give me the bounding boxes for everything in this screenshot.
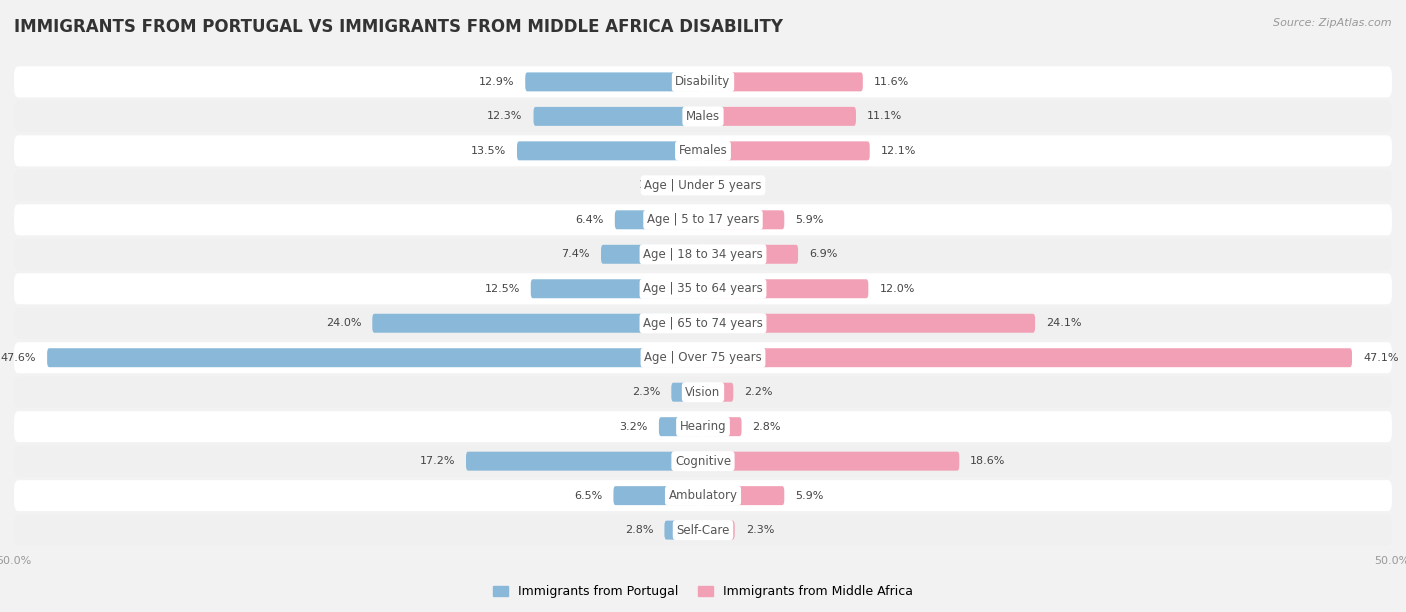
FancyBboxPatch shape — [703, 279, 869, 298]
FancyBboxPatch shape — [665, 521, 703, 540]
Text: Males: Males — [686, 110, 720, 123]
Text: Age | 18 to 34 years: Age | 18 to 34 years — [643, 248, 763, 261]
Text: 12.3%: 12.3% — [486, 111, 523, 121]
FancyBboxPatch shape — [14, 170, 1392, 201]
Text: 2.8%: 2.8% — [752, 422, 782, 431]
FancyBboxPatch shape — [14, 273, 1392, 304]
Text: 24.0%: 24.0% — [326, 318, 361, 328]
FancyBboxPatch shape — [14, 135, 1392, 166]
Legend: Immigrants from Portugal, Immigrants from Middle Africa: Immigrants from Portugal, Immigrants fro… — [488, 580, 918, 603]
Text: Age | Under 5 years: Age | Under 5 years — [644, 179, 762, 192]
FancyBboxPatch shape — [14, 376, 1392, 408]
FancyBboxPatch shape — [14, 446, 1392, 477]
FancyBboxPatch shape — [531, 279, 703, 298]
Text: 12.1%: 12.1% — [880, 146, 917, 156]
Text: Self-Care: Self-Care — [676, 524, 730, 537]
Text: Age | 5 to 17 years: Age | 5 to 17 years — [647, 214, 759, 226]
Text: 24.1%: 24.1% — [1046, 318, 1081, 328]
FancyBboxPatch shape — [517, 141, 703, 160]
Text: 12.0%: 12.0% — [879, 284, 915, 294]
Text: 3.2%: 3.2% — [620, 422, 648, 431]
FancyBboxPatch shape — [533, 107, 703, 126]
FancyBboxPatch shape — [373, 314, 703, 333]
FancyBboxPatch shape — [14, 204, 1392, 236]
Text: 18.6%: 18.6% — [970, 456, 1005, 466]
Text: Ambulatory: Ambulatory — [668, 489, 738, 502]
Text: Cognitive: Cognitive — [675, 455, 731, 468]
FancyBboxPatch shape — [14, 66, 1392, 97]
FancyBboxPatch shape — [14, 480, 1392, 511]
FancyBboxPatch shape — [678, 176, 703, 195]
Text: 2.3%: 2.3% — [631, 387, 661, 397]
FancyBboxPatch shape — [703, 72, 863, 91]
Text: 1.2%: 1.2% — [731, 181, 759, 190]
FancyBboxPatch shape — [703, 486, 785, 505]
Text: 5.9%: 5.9% — [796, 491, 824, 501]
FancyBboxPatch shape — [703, 141, 870, 160]
Text: 12.9%: 12.9% — [478, 77, 515, 87]
FancyBboxPatch shape — [703, 452, 959, 471]
FancyBboxPatch shape — [14, 308, 1392, 339]
Text: Age | 65 to 74 years: Age | 65 to 74 years — [643, 317, 763, 330]
Text: 7.4%: 7.4% — [561, 249, 591, 259]
FancyBboxPatch shape — [48, 348, 703, 367]
FancyBboxPatch shape — [703, 314, 1035, 333]
FancyBboxPatch shape — [526, 72, 703, 91]
Text: 47.1%: 47.1% — [1362, 353, 1399, 363]
Text: 1.8%: 1.8% — [638, 181, 668, 190]
FancyBboxPatch shape — [703, 245, 799, 264]
Text: Disability: Disability — [675, 75, 731, 88]
Text: 13.5%: 13.5% — [471, 146, 506, 156]
Text: 6.4%: 6.4% — [575, 215, 603, 225]
FancyBboxPatch shape — [703, 521, 735, 540]
Text: 6.5%: 6.5% — [574, 491, 602, 501]
Text: 11.1%: 11.1% — [868, 111, 903, 121]
Text: IMMIGRANTS FROM PORTUGAL VS IMMIGRANTS FROM MIDDLE AFRICA DISABILITY: IMMIGRANTS FROM PORTUGAL VS IMMIGRANTS F… — [14, 18, 783, 36]
Text: Hearing: Hearing — [679, 420, 727, 433]
FancyBboxPatch shape — [703, 176, 720, 195]
Text: 2.8%: 2.8% — [624, 525, 654, 535]
FancyBboxPatch shape — [14, 411, 1392, 442]
Text: 47.6%: 47.6% — [0, 353, 37, 363]
Text: 5.9%: 5.9% — [796, 215, 824, 225]
Text: Females: Females — [679, 144, 727, 157]
Text: 11.6%: 11.6% — [875, 77, 910, 87]
FancyBboxPatch shape — [614, 211, 703, 230]
FancyBboxPatch shape — [703, 417, 741, 436]
Text: 2.2%: 2.2% — [744, 387, 773, 397]
FancyBboxPatch shape — [465, 452, 703, 471]
Text: 6.9%: 6.9% — [808, 249, 838, 259]
FancyBboxPatch shape — [703, 348, 1353, 367]
Text: 17.2%: 17.2% — [419, 456, 456, 466]
Text: Vision: Vision — [685, 386, 721, 398]
FancyBboxPatch shape — [14, 101, 1392, 132]
FancyBboxPatch shape — [703, 382, 734, 401]
FancyBboxPatch shape — [659, 417, 703, 436]
Text: 12.5%: 12.5% — [484, 284, 520, 294]
Text: Age | 35 to 64 years: Age | 35 to 64 years — [643, 282, 763, 295]
FancyBboxPatch shape — [600, 245, 703, 264]
Text: Age | Over 75 years: Age | Over 75 years — [644, 351, 762, 364]
FancyBboxPatch shape — [613, 486, 703, 505]
FancyBboxPatch shape — [703, 211, 785, 230]
FancyBboxPatch shape — [14, 515, 1392, 546]
Text: 2.3%: 2.3% — [745, 525, 775, 535]
FancyBboxPatch shape — [14, 342, 1392, 373]
FancyBboxPatch shape — [14, 239, 1392, 270]
FancyBboxPatch shape — [671, 382, 703, 401]
Text: Source: ZipAtlas.com: Source: ZipAtlas.com — [1274, 18, 1392, 28]
FancyBboxPatch shape — [703, 107, 856, 126]
